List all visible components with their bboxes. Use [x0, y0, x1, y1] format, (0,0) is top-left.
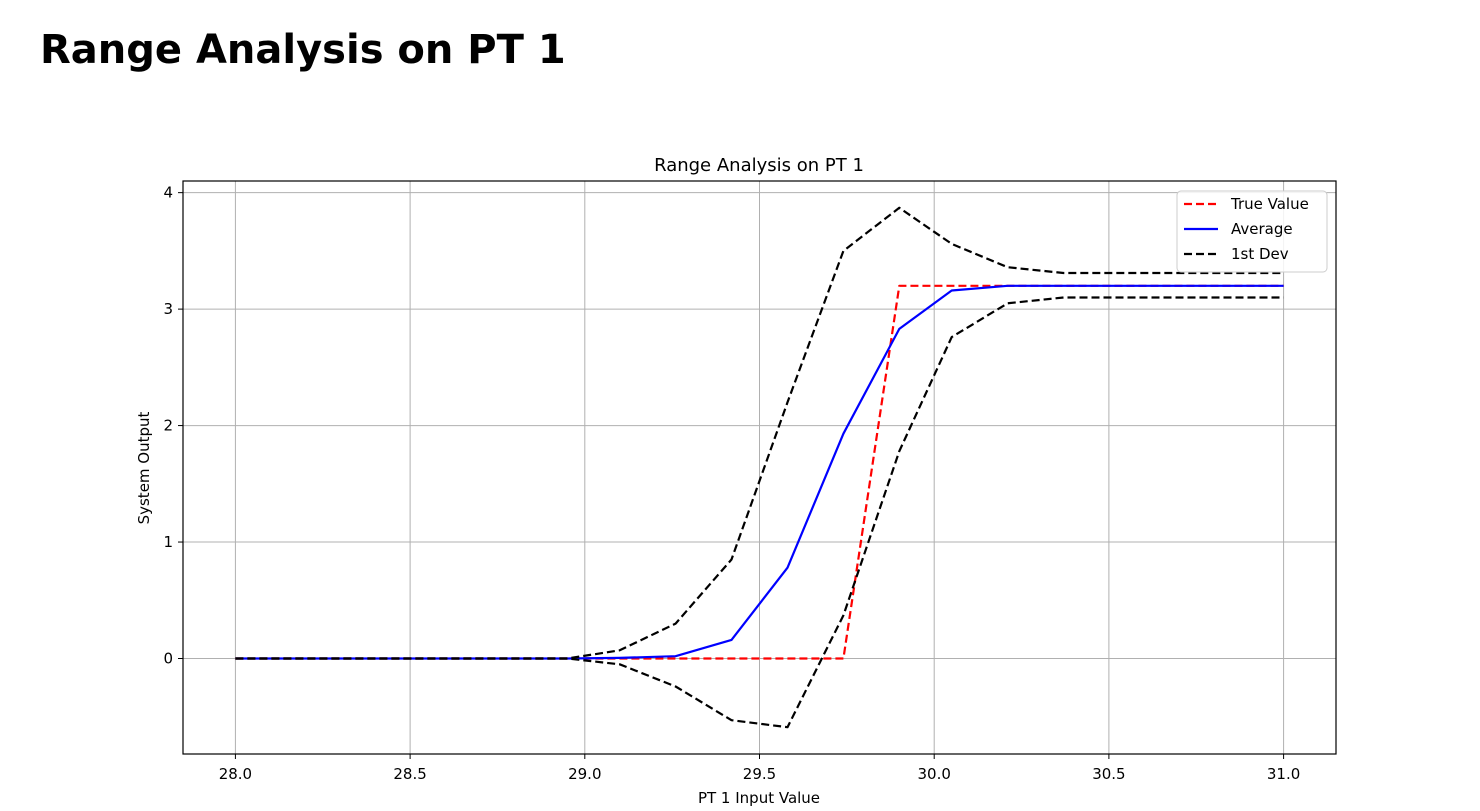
x-tick-label: 29.0 [568, 765, 601, 783]
y-tick-label: 3 [163, 300, 173, 318]
plot-lines [235, 206, 1284, 729]
x-tick-label: 31.0 [1267, 765, 1300, 783]
x-tick-label: 29.5 [743, 765, 776, 783]
y-tick-label: 1 [163, 533, 173, 551]
x-tick-label: 30.0 [917, 765, 950, 783]
legend: True Value Average 1st Dev [1176, 190, 1328, 273]
legend-label: Average [1231, 220, 1293, 238]
y-tick-label: 4 [163, 184, 173, 202]
legend-box [1176, 190, 1328, 273]
series-line-lower-dev [235, 296, 1284, 729]
chart-title: Range Analysis on PT 1 [654, 155, 864, 176]
y-tick-label: 0 [163, 650, 173, 668]
series-line-1st-dev [235, 206, 1284, 660]
x-tick-label: 28.0 [219, 765, 252, 783]
series-line-average [235, 284, 1284, 660]
y-tick-label: 2 [163, 417, 173, 435]
tick-marks: 28.0 28.5 29.0 29.5 30.0 30.5 31.0 0 1 2 3 4 [163, 184, 1300, 783]
page-title: Range Analysis on PT 1 [40, 27, 566, 73]
legend-label: True Value [1230, 195, 1309, 213]
x-tick-label: 28.5 [393, 765, 426, 783]
grid-lines [183, 181, 1336, 754]
x-tick-label: 30.5 [1092, 765, 1125, 783]
x-axis-label: PT 1 Input Value [698, 789, 820, 807]
legend-label: 1st Dev [1231, 245, 1289, 263]
y-axis-label: System Output [135, 411, 153, 524]
